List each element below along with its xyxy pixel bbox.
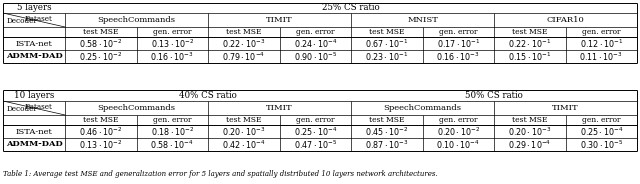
- Text: $0.20 \cdot 10^{-3}$: $0.20 \cdot 10^{-3}$: [222, 125, 266, 138]
- Text: $0.90 \cdot 10^{-5}$: $0.90 \cdot 10^{-5}$: [294, 50, 337, 63]
- Text: 5 layers: 5 layers: [17, 3, 51, 13]
- Text: 40% CS ratio: 40% CS ratio: [179, 91, 237, 100]
- Text: gen. error: gen. error: [153, 28, 191, 36]
- Text: Decoder: Decoder: [7, 105, 38, 113]
- Text: $0.67 \cdot 10^{-1}$: $0.67 \cdot 10^{-1}$: [365, 37, 408, 50]
- Text: $0.16 \cdot 10^{-3}$: $0.16 \cdot 10^{-3}$: [436, 50, 480, 63]
- Text: test MSE: test MSE: [369, 28, 404, 36]
- Text: $0.16 \cdot 10^{-3}$: $0.16 \cdot 10^{-3}$: [150, 50, 194, 63]
- Text: SpeechCommands: SpeechCommands: [97, 16, 175, 24]
- Text: $0.46 \cdot 10^{-2}$: $0.46 \cdot 10^{-2}$: [79, 125, 122, 138]
- Text: test MSE: test MSE: [369, 116, 404, 124]
- Text: 50% CS ratio: 50% CS ratio: [465, 91, 523, 100]
- Text: test MSE: test MSE: [83, 28, 118, 36]
- Text: ADMM-DAD: ADMM-DAD: [6, 141, 62, 148]
- Text: gen. error: gen. error: [296, 28, 335, 36]
- Text: 25% CS ratio: 25% CS ratio: [322, 3, 380, 13]
- Text: TIMIT: TIMIT: [552, 104, 579, 112]
- Text: $0.29 \cdot 10^{-4}$: $0.29 \cdot 10^{-4}$: [508, 138, 551, 151]
- Text: SpeechCommands: SpeechCommands: [97, 104, 175, 112]
- Text: gen. error: gen. error: [439, 28, 477, 36]
- Text: $0.45 \cdot 10^{-2}$: $0.45 \cdot 10^{-2}$: [365, 125, 408, 138]
- Text: $0.12 \cdot 10^{-1}$: $0.12 \cdot 10^{-1}$: [579, 37, 623, 50]
- Text: test MSE: test MSE: [512, 28, 547, 36]
- Text: SpeechCommands: SpeechCommands: [383, 104, 461, 112]
- Text: $0.13 \cdot 10^{-2}$: $0.13 \cdot 10^{-2}$: [79, 138, 122, 151]
- Text: test MSE: test MSE: [83, 116, 118, 124]
- Text: Table 1: Average test MSE and generalization error for 5 layers and spatially di: Table 1: Average test MSE and generaliza…: [3, 170, 438, 178]
- Text: $0.20 \cdot 10^{-2}$: $0.20 \cdot 10^{-2}$: [436, 125, 480, 138]
- Text: $0.23 \cdot 10^{-1}$: $0.23 \cdot 10^{-1}$: [365, 50, 408, 63]
- Text: MNIST: MNIST: [407, 16, 438, 24]
- Text: $0.11 \cdot 10^{-3}$: $0.11 \cdot 10^{-3}$: [579, 50, 623, 63]
- Text: TIMIT: TIMIT: [266, 104, 293, 112]
- Text: $0.22 \cdot 10^{-3}$: $0.22 \cdot 10^{-3}$: [222, 37, 266, 50]
- Text: $0.25 \cdot 10^{-4}$: $0.25 \cdot 10^{-4}$: [294, 125, 337, 138]
- Text: $0.79 \cdot 10^{-4}$: $0.79 \cdot 10^{-4}$: [222, 50, 265, 63]
- Text: $0.42 \cdot 10^{-4}$: $0.42 \cdot 10^{-4}$: [222, 138, 266, 151]
- Text: gen. error: gen. error: [296, 116, 335, 124]
- Text: Dataset: Dataset: [25, 15, 53, 23]
- Text: $0.17 \cdot 10^{-1}$: $0.17 \cdot 10^{-1}$: [436, 37, 480, 50]
- Text: $0.15 \cdot 10^{-1}$: $0.15 \cdot 10^{-1}$: [508, 50, 552, 63]
- Text: gen. error: gen. error: [582, 116, 621, 124]
- Text: CIFAR10: CIFAR10: [547, 16, 584, 24]
- Text: gen. error: gen. error: [153, 116, 191, 124]
- Text: $0.25 \cdot 10^{-4}$: $0.25 \cdot 10^{-4}$: [580, 125, 623, 138]
- Text: ISTA-net: ISTA-net: [15, 40, 52, 47]
- Text: test MSE: test MSE: [512, 116, 547, 124]
- Text: $0.58 \cdot 10^{-2}$: $0.58 \cdot 10^{-2}$: [79, 37, 122, 50]
- Text: 10 layers: 10 layers: [14, 91, 54, 100]
- Text: $0.20 \cdot 10^{-3}$: $0.20 \cdot 10^{-3}$: [508, 125, 551, 138]
- Text: $0.25 \cdot 10^{-2}$: $0.25 \cdot 10^{-2}$: [79, 50, 122, 63]
- Text: gen. error: gen. error: [582, 28, 621, 36]
- Text: $0.30 \cdot 10^{-5}$: $0.30 \cdot 10^{-5}$: [579, 138, 623, 151]
- Text: $0.24 \cdot 10^{-4}$: $0.24 \cdot 10^{-4}$: [294, 37, 337, 50]
- Text: $0.13 \cdot 10^{-2}$: $0.13 \cdot 10^{-2}$: [150, 37, 194, 50]
- Text: Decoder: Decoder: [7, 17, 38, 25]
- Text: Dataset: Dataset: [25, 103, 53, 111]
- Text: $0.18 \cdot 10^{-2}$: $0.18 \cdot 10^{-2}$: [150, 125, 194, 138]
- Text: test MSE: test MSE: [226, 116, 262, 124]
- Text: test MSE: test MSE: [226, 28, 262, 36]
- Text: gen. error: gen. error: [439, 116, 477, 124]
- Text: ISTA-net: ISTA-net: [15, 128, 52, 135]
- Text: TIMIT: TIMIT: [266, 16, 293, 24]
- Text: $0.22 \cdot 10^{-1}$: $0.22 \cdot 10^{-1}$: [508, 37, 551, 50]
- Text: $0.87 \cdot 10^{-3}$: $0.87 \cdot 10^{-3}$: [365, 138, 408, 151]
- Text: $0.10 \cdot 10^{-4}$: $0.10 \cdot 10^{-4}$: [436, 138, 480, 151]
- Text: $0.58 \cdot 10^{-4}$: $0.58 \cdot 10^{-4}$: [150, 138, 194, 151]
- Text: ADMM-DAD: ADMM-DAD: [6, 52, 62, 61]
- Text: $0.47 \cdot 10^{-5}$: $0.47 \cdot 10^{-5}$: [294, 138, 337, 151]
